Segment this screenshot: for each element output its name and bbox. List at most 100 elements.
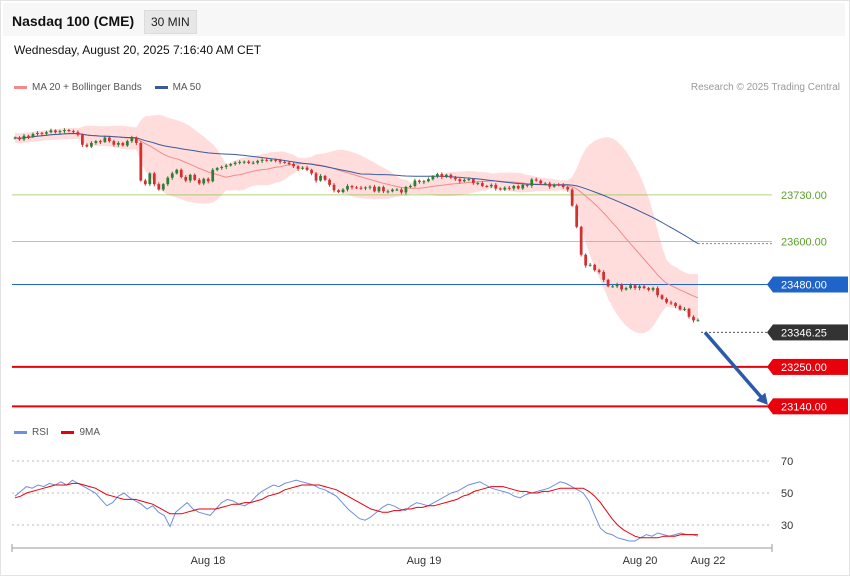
- candle-body: [161, 184, 165, 190]
- candle-body: [350, 185, 354, 188]
- candle-body: [63, 130, 66, 132]
- candle-body: [116, 142, 120, 145]
- candle-body: [471, 179, 475, 184]
- candle-body: [197, 179, 201, 184]
- candle-body: [90, 142, 93, 147]
- candle-body: [669, 302, 673, 304]
- candle-body: [476, 183, 480, 185]
- candle-body: [94, 141, 98, 143]
- candle-body: [305, 167, 309, 170]
- candle-body: [602, 271, 606, 280]
- candle-body: [103, 137, 107, 142]
- legend-rsi-label: RSI: [32, 427, 49, 438]
- candle-body: [440, 174, 444, 177]
- candle-body: [49, 130, 53, 133]
- candle-body: [534, 179, 538, 181]
- rsi-swatch: [14, 430, 27, 434]
- candle-body: [629, 285, 632, 289]
- rsi-tick-label: 30: [781, 520, 793, 532]
- legend-ma20: MA 20 + Bollinger Bands: [14, 82, 142, 93]
- current-price-tag-arrow: [767, 324, 773, 341]
- candle-body: [130, 137, 134, 142]
- support-tag-arrow: [767, 358, 773, 375]
- candle-body: [642, 286, 646, 289]
- candle-body: [516, 185, 520, 189]
- candle-body: [45, 132, 48, 134]
- candle-body: [494, 184, 498, 189]
- candle-body: [18, 137, 21, 140]
- candle-body: [215, 168, 219, 170]
- candle-body: [107, 137, 111, 142]
- candle-body: [256, 160, 260, 163]
- candle-body: [588, 264, 592, 266]
- candle-body: [620, 284, 623, 290]
- candle-body: [557, 184, 561, 186]
- candle-body: [58, 131, 62, 133]
- support-label: 23140.00: [781, 401, 827, 413]
- candle-body: [525, 184, 529, 186]
- rsi-tick-label: 70: [781, 456, 793, 468]
- candle-body: [54, 130, 57, 133]
- candle-body: [341, 189, 345, 193]
- candle-body: [584, 254, 588, 266]
- candle-body: [498, 188, 502, 190]
- candle-body: [633, 285, 637, 289]
- candle-body: [575, 205, 579, 227]
- candle-body: [391, 189, 394, 192]
- candle-body: [121, 142, 125, 146]
- header-bar: Nasdaq 100 (CME) 30 MIN: [3, 3, 845, 36]
- candle-body: [310, 169, 313, 174]
- candle-body: [323, 175, 327, 180]
- x-axis: Aug 18 Aug 19 Aug 20 Aug 22: [11, 544, 773, 567]
- candle-body: [166, 177, 170, 185]
- candle-body: [552, 184, 556, 187]
- candle-body: [624, 288, 628, 290]
- candle-body: [175, 169, 179, 174]
- candle-body: [521, 184, 525, 189]
- candle-body: [364, 187, 367, 189]
- current-price-label: 23346.25: [781, 327, 827, 339]
- candle-body: [148, 173, 152, 185]
- candle-body: [170, 173, 174, 178]
- support-tag-arrow: [767, 398, 773, 415]
- candle-body: [269, 159, 273, 161]
- candle-body: [85, 144, 89, 147]
- candle-body: [382, 187, 385, 192]
- candle-body: [328, 179, 331, 185]
- price-levels: [12, 194, 772, 408]
- candle-body: [278, 160, 282, 162]
- candle-body: [422, 181, 426, 183]
- candle-body: [139, 142, 143, 181]
- rsi-tick-label: 50: [781, 488, 793, 500]
- candle-body: [76, 132, 80, 135]
- instrument-title: Nasdaq 100 (CME): [12, 13, 135, 29]
- candle-body: [283, 161, 286, 163]
- candle-body: [503, 187, 507, 190]
- candle-body: [202, 178, 206, 184]
- candle-body: [157, 184, 161, 190]
- candle-body: [238, 161, 242, 163]
- candle-body: [346, 185, 349, 190]
- legend-ma50: MA 50: [154, 82, 201, 93]
- candle-body: [606, 279, 610, 287]
- candle-body: [314, 173, 318, 181]
- ma50-line: [14, 132, 699, 245]
- candle-body: [400, 189, 403, 193]
- candle-body: [251, 162, 255, 164]
- candle-body: [579, 226, 583, 255]
- candle-body: [665, 298, 668, 303]
- timeframe-badge[interactable]: 30 MIN: [144, 10, 197, 34]
- candle-body: [462, 179, 466, 182]
- rsi-legend: RSI 9MA: [14, 427, 110, 438]
- candle-body: [530, 179, 534, 186]
- candle-body: [480, 183, 484, 186]
- rsi-line: [14, 479, 699, 542]
- candle-body: [233, 162, 237, 165]
- candle-body: [31, 134, 35, 137]
- legend-rsi: RSI: [14, 427, 49, 438]
- legend-ma50-label: MA 50: [172, 82, 201, 93]
- candle-body: [413, 180, 417, 186]
- candle-body: [404, 187, 408, 193]
